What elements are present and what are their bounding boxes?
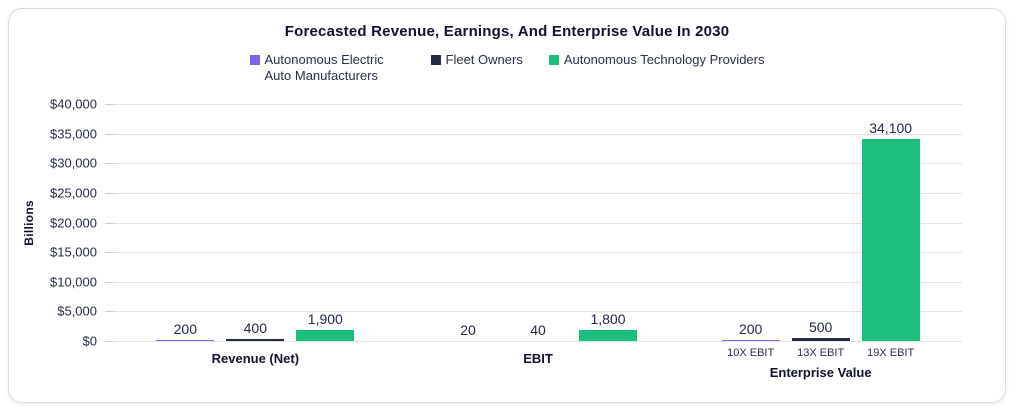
bar-value-label: 20 [460,321,476,338]
gridline [114,341,962,342]
legend-item-0[interactable]: Autonomous Electric Auto Manufacturers [249,52,405,85]
bar-value-label: 500 [808,319,833,336]
legend-label: Autonomous Electric Auto Manufacturers [264,52,384,84]
legend-swatch-icon [249,55,260,65]
bar-value-label: 1,900 [307,310,343,327]
y-axis-tick-label: $25,000 [50,185,97,201]
gridline [114,133,962,135]
bar-value-label: 200 [738,320,763,337]
x-axis-category-label: Revenue (Net) [211,351,300,366]
legend-label: Autonomous Technology Providers [563,52,765,67]
bar-enterprise-value-series-1[interactable] [791,338,850,341]
y-axis-tick [105,311,114,313]
y-axis-tick-label: $35,000 [50,126,97,142]
y-axis-tick-label: $15,000 [50,244,97,260]
y-axis-tick-label: $30,000 [50,155,97,171]
y-axis-title: Billions [22,199,36,246]
bar-revenue-net--series-1[interactable] [226,338,285,341]
bar-enterprise-value-series-2[interactable] [861,138,920,341]
bar-value-label: 1,800 [590,311,626,328]
gridline [114,222,962,224]
gridline [114,104,962,105]
bar-enterprise-value-series-0[interactable] [721,339,780,341]
bar-value-label: 200 [173,320,197,337]
y-axis-tick [105,222,114,224]
plot-area: $40,000 $35,000 $30,000 $25,000 $20,000 $15,0… [22,98,962,379]
y-axis-tick-label: $40,000 [50,96,97,112]
bar-ebit-series-2[interactable] [579,330,637,341]
gridline [114,311,962,313]
legend-swatch-icon [430,55,441,65]
bar-sub-label: 10X EBIT [727,347,775,359]
y-axis-tick [105,104,114,105]
y-axis-tick [105,192,114,194]
x-axis-category-label: Enterprise Value [769,365,872,380]
y-axis-tick [105,252,114,254]
bar-sub-label: 13X EBIT [797,347,845,359]
y-axis-tick [105,281,114,283]
y-axis-tick [105,133,114,135]
y-axis-tick [105,341,114,342]
legend-label: Fleet Owners [445,52,523,67]
legend-swatch-icon [548,55,559,65]
chart-title: Forecasted Revenue, Earnings, And Enterp… [284,23,730,40]
legend-item-1[interactable]: Fleet Owners [430,52,523,68]
x-axis-category-label: EBIT [523,351,553,366]
y-axis-tick-label: $0 [82,333,97,349]
bar-revenue-net--series-0[interactable] [156,339,215,341]
bar-value-label: 400 [243,319,267,336]
gridline [114,163,962,165]
bar-value-label: 34,100 [869,119,913,136]
y-axis-tick-label: $20,000 [50,215,97,230]
bar-revenue-net--series-2[interactable] [296,329,355,341]
y-axis-tick-label: $5,000 [57,303,97,319]
gridline [114,281,962,283]
y-axis-tick [105,163,114,165]
gridline [114,192,962,194]
chart-legend: Autonomous Electric Auto Manufacturers Fl… [9,52,1005,85]
bar-sub-label: 19X EBIT [867,347,915,359]
y-axis-tick-label: $10,000 [50,274,97,290]
bar-value-label: 40 [530,321,546,338]
legend-item-2[interactable]: Autonomous Technology Providers [548,52,765,68]
gridline [114,252,962,254]
chart-card: Forecasted Revenue, Earnings, And Enterp… [8,8,1006,403]
